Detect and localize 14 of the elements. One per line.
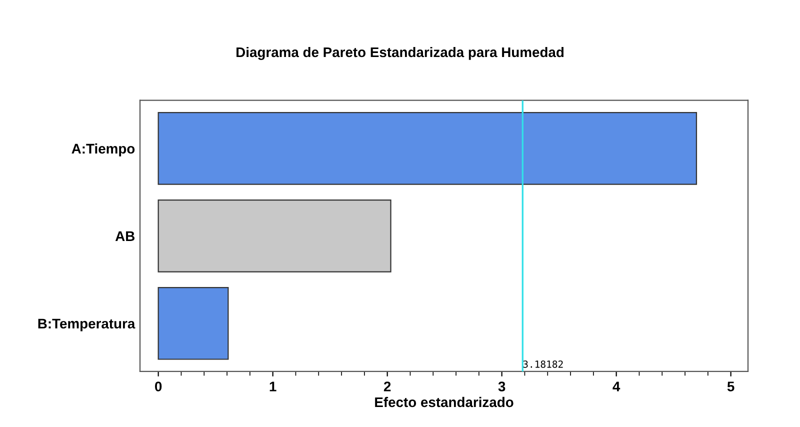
x-tick-label: 1 [270, 382, 276, 392]
bar [158, 286, 229, 360]
x-tick-label: 4 [612, 382, 620, 392]
x-axis-title: Efecto estandarizado [375, 396, 514, 408]
y-tick-label: B:Temperatura [38, 318, 136, 332]
bar [158, 112, 698, 185]
y-tick-label: A:Tiempo [72, 143, 135, 156]
x-tick-label: 0 [155, 382, 162, 392]
y-tick-label: AB [115, 231, 135, 241]
x-tick-label: 2 [384, 382, 391, 392]
chart-title: Diagrama de Pareto Estandarizada para Humedad [236, 46, 564, 60]
x-tick-label: 3 [498, 382, 506, 392]
bar [158, 200, 392, 272]
x-tick-label: 5 [727, 382, 734, 392]
